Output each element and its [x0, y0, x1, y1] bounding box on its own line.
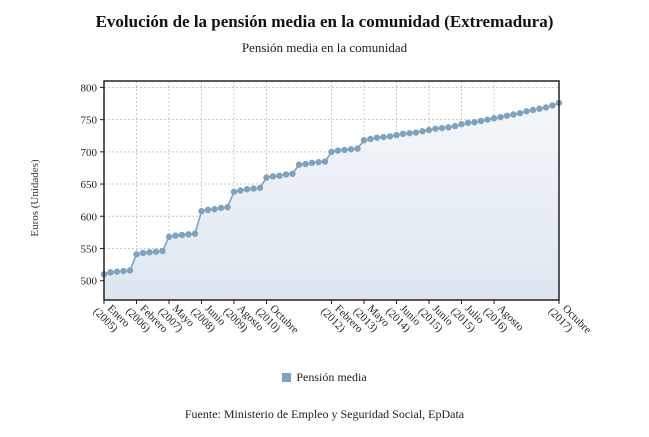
- data-point: [243, 186, 251, 193]
- data-point: [484, 116, 491, 123]
- data-point: [438, 124, 446, 132]
- data-point: [367, 135, 374, 143]
- chart-title: Evolución de la pensión media en la comu…: [95, 12, 554, 31]
- data-point: [523, 108, 530, 115]
- data-point: [224, 204, 231, 211]
- data-point: [217, 204, 225, 212]
- data-point: [393, 131, 400, 139]
- data-point: [321, 158, 329, 165]
- data-point: [126, 267, 134, 274]
- x-tick-label: Junio(2014): [383, 303, 423, 335]
- data-point: [315, 158, 322, 166]
- x-tick-label: Octubre(2017): [546, 303, 594, 337]
- data-point: [334, 147, 342, 154]
- data-point: [341, 146, 348, 154]
- data-point: [185, 231, 192, 238]
- data-point: [373, 134, 381, 141]
- data-point: [464, 119, 472, 127]
- data-point: [386, 133, 394, 140]
- data-point: [256, 184, 264, 192]
- data-point: [250, 185, 257, 192]
- data-point: [159, 247, 166, 255]
- y-tick-label: 550: [81, 243, 98, 255]
- data-point: [237, 187, 244, 194]
- x-tick-label: Octubre(2010): [253, 303, 301, 337]
- data-point: [269, 173, 277, 180]
- data-point: [165, 233, 173, 241]
- data-point: [289, 170, 296, 177]
- x-tick-label: Agosto(2016): [481, 303, 526, 335]
- y-axis-ticks: 500 550 600 650 700 750 800: [81, 82, 104, 288]
- source-note: Fuente: Ministerio de Empleo y Seguridad…: [184, 407, 465, 421]
- data-point: [510, 111, 517, 118]
- series-points: [100, 99, 563, 278]
- x-tick-label: Junio(2008): [188, 303, 228, 335]
- y-tick-label: 650: [81, 179, 98, 191]
- data-point: [191, 230, 199, 237]
- series-area: [104, 102, 559, 301]
- data-point: [432, 125, 439, 132]
- data-point: [419, 128, 426, 135]
- data-point: [172, 232, 179, 239]
- data-point: [120, 267, 127, 275]
- data-point: [399, 130, 407, 138]
- data-point: [198, 207, 205, 215]
- data-point: [380, 133, 387, 141]
- data-point: [536, 105, 543, 112]
- data-point: [406, 129, 413, 137]
- data-point: [146, 249, 153, 256]
- data-point: [302, 160, 309, 168]
- y-tick-label: 800: [81, 82, 98, 94]
- data-point: [549, 102, 556, 109]
- data-point: [471, 119, 478, 126]
- data-point: [503, 112, 511, 119]
- data-point: [497, 113, 504, 121]
- data-point: [425, 126, 433, 134]
- data-point: [458, 120, 465, 128]
- data-point: [107, 269, 114, 276]
- area-fill: [104, 102, 559, 301]
- data-point: [542, 104, 550, 111]
- data-point: [139, 249, 147, 257]
- x-tick-label: Enero(2005): [91, 303, 133, 335]
- data-point: [113, 268, 121, 275]
- data-point: [230, 188, 238, 195]
- data-point: [360, 137, 368, 144]
- x-axis-ticks: Enero(2005) Febrero(2006) Mayo(2007) Junio(…: [91, 300, 594, 337]
- chart-subtitle: Pensión media en la comunidad: [241, 40, 408, 55]
- data-point: [451, 122, 459, 130]
- data-point: [295, 161, 303, 168]
- data-point: [529, 106, 537, 114]
- data-point: [152, 248, 160, 255]
- data-point: [516, 110, 524, 117]
- y-tick-label: 600: [81, 211, 98, 223]
- x-tick-label: Junio(2015): [416, 303, 456, 335]
- data-point: [490, 115, 498, 122]
- legend-label: Pensión media: [296, 370, 367, 384]
- data-point: [263, 174, 270, 181]
- y-tick-label: 500: [81, 276, 98, 288]
- data-point: [347, 146, 355, 153]
- legend[interactable]: Pensión media: [0, 370, 649, 385]
- x-tick-label: Julio(2015): [448, 303, 486, 335]
- data-point: [204, 206, 212, 214]
- legend-swatch: [282, 372, 292, 382]
- data-point: [211, 205, 218, 213]
- data-point: [133, 251, 140, 258]
- data-point: [308, 159, 316, 167]
- y-tick-label: 700: [81, 147, 98, 159]
- data-point: [276, 172, 283, 179]
- data-point: [477, 117, 485, 125]
- data-point: [445, 124, 452, 131]
- data-point: [282, 171, 290, 178]
- y-tick-label: 750: [81, 115, 98, 127]
- data-point: [354, 145, 361, 152]
- data-point: [412, 129, 420, 136]
- data-point: [328, 148, 335, 156]
- data-point: [178, 231, 186, 239]
